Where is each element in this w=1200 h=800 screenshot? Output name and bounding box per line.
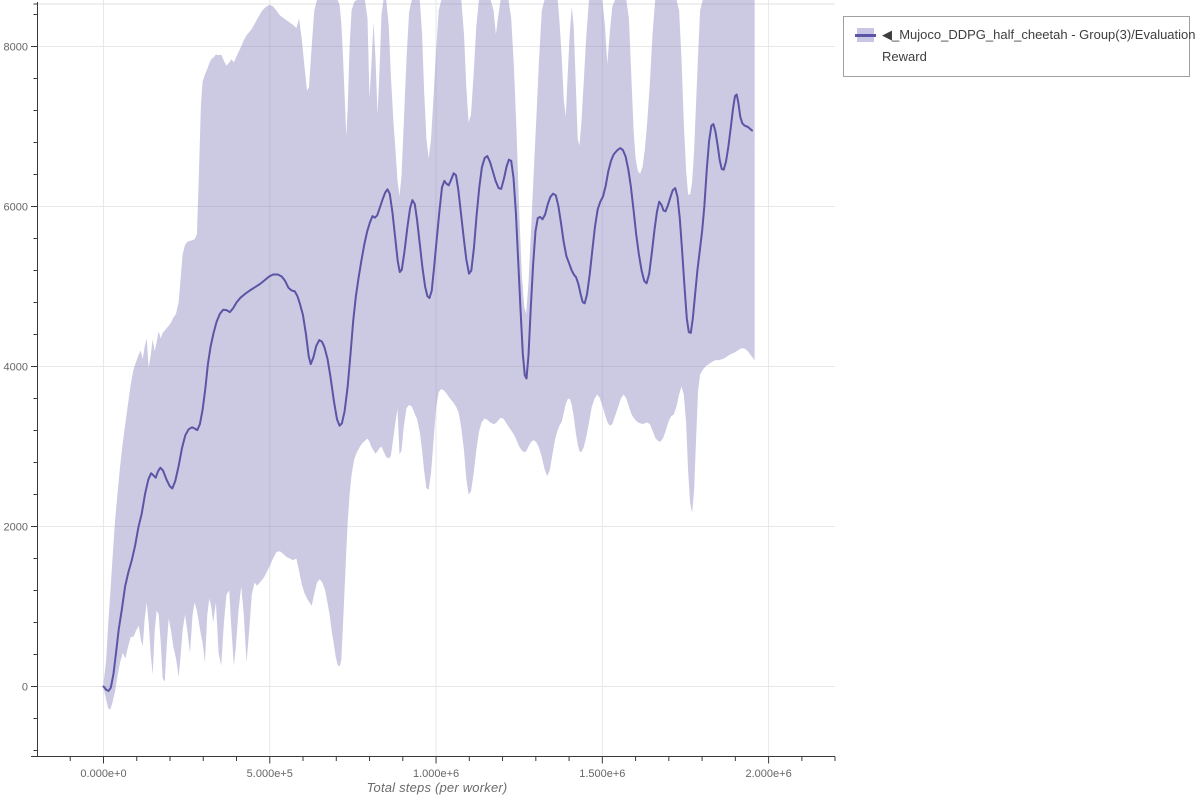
- mean-line: [102, 93, 753, 692]
- x-tick-label: 1.000e+6: [413, 768, 459, 780]
- x-axis-title: Total steps (per worker): [366, 780, 508, 795]
- y-tick-label: 6000: [4, 201, 28, 213]
- x-tick-label: 0.000e+0: [80, 768, 126, 780]
- legend: ◀_Mujoco_DDPG_half_cheetah - Group(3)/Ev…: [843, 16, 1196, 77]
- tick-labels: 0 2000 4000 6000 8000 0.000e+0 5.000e+5 1.000e+…: [4, 41, 792, 780]
- series-label-line1: ◀_Mujoco_DDPG_half_cheetah - Group(3)/Ev…: [882, 27, 1196, 42]
- confidence-band: [103, 0, 755, 710]
- series-band-line-swatch-icon: [855, 28, 876, 42]
- x-tick-label: 5.000e+5: [247, 768, 293, 780]
- legend-item-series[interactable]: ◀_Mujoco_DDPG_half_cheetah - Group(3)/Ev…: [855, 24, 1196, 68]
- x-tick-label: 2.000e+6: [746, 768, 792, 780]
- y-tick-label: 0: [22, 681, 28, 693]
- y-tick-label: 4000: [4, 361, 28, 373]
- x-tick-label: 1.500e+6: [579, 768, 625, 780]
- y-tick-label: 2000: [4, 521, 28, 533]
- y-tick-label: 8000: [4, 41, 28, 53]
- series-label: ◀_Mujoco_DDPG_half_cheetah - Group(3)/Ev…: [882, 24, 1196, 68]
- swatch-line: [855, 34, 876, 37]
- series-label-line2: Reward: [882, 49, 927, 64]
- gridlines: [37, 0, 835, 757]
- ticks: [31, 3, 836, 764]
